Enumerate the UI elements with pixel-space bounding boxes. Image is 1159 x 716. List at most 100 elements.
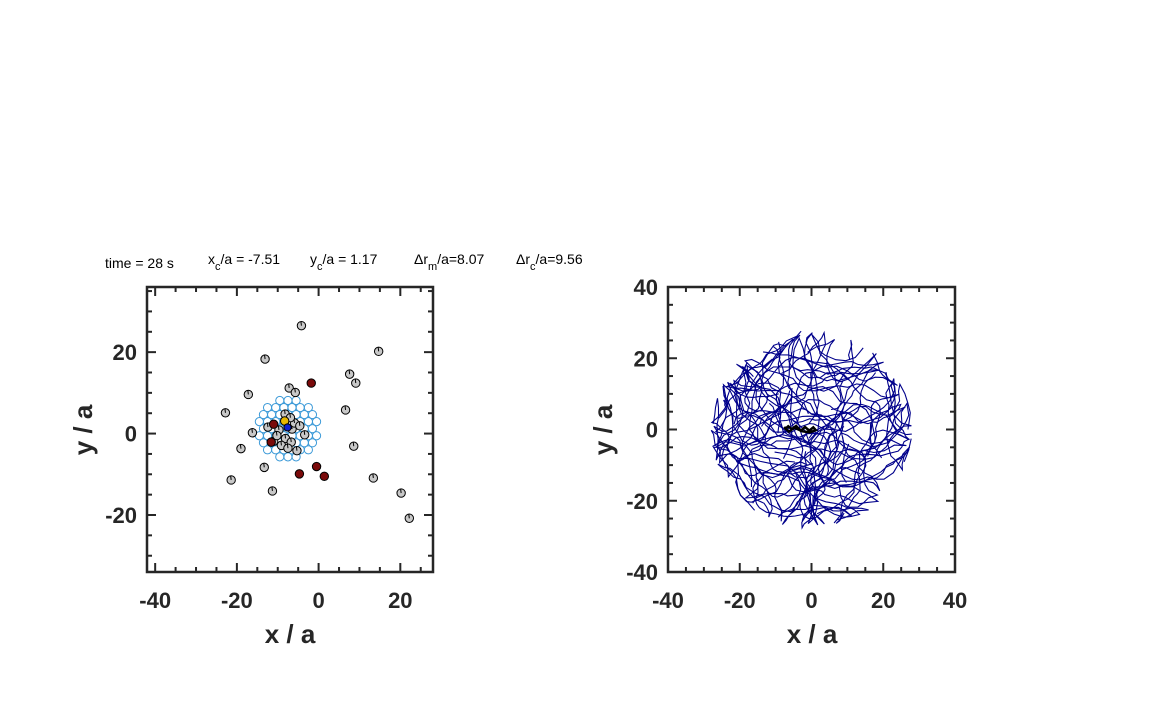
particle-trajectory (795, 361, 884, 476)
dark-particle (306, 378, 316, 388)
right-y-tick-label: 0 (646, 418, 658, 443)
left-y-tick-label: -20 (105, 503, 137, 528)
right-x-tick-label: 0 (805, 588, 817, 613)
right-y-tick-label: -20 (626, 489, 658, 514)
lattice-site (262, 402, 273, 413)
particle-orientation (290, 438, 292, 443)
particle-trajectory (781, 333, 864, 525)
lattice-site (311, 431, 322, 441)
dark-particle (268, 419, 279, 429)
delta-rm-prefix: Δr (414, 251, 428, 267)
left-axes-frame (145, 285, 435, 574)
left-x-tick-label: 0 (312, 588, 324, 613)
particle-orientation (288, 383, 290, 389)
particle-orientation (251, 428, 253, 433)
dark-particle (311, 461, 322, 472)
particle-trajectory (808, 378, 910, 524)
right-x-tick-label: 40 (943, 588, 967, 613)
particle-trajectory (733, 332, 820, 433)
particle-orientation (266, 422, 269, 428)
lattice-site (311, 417, 322, 427)
particle-trajectory (735, 399, 902, 511)
particle-orientation (354, 379, 357, 384)
particle-orientation (230, 475, 232, 481)
left-x-tick-label: 20 (388, 588, 412, 613)
particle-orientation (224, 408, 226, 413)
yc-subscript: c (317, 261, 323, 273)
particle-orientation (348, 370, 351, 375)
lattice-site (307, 438, 318, 448)
particle-snapshot-plot: -40 -20 0 20 -20 0 20 x / a y / a (68, 285, 435, 649)
particle-orientation (275, 431, 278, 436)
dark-particle (266, 437, 276, 447)
left-ticks: -40 -20 0 20 -20 0 20 (105, 287, 433, 613)
blue-particle (283, 423, 292, 432)
right-x-tick-label: -40 (652, 588, 684, 613)
info-header: time = 28 s xc/a = -7.51 yc/a = 1.17 Δrm… (105, 251, 583, 273)
delta-rc-value: /a=9.56 (536, 251, 583, 267)
right-x-axis-label: x / a (787, 619, 838, 649)
left-data-layer (220, 320, 415, 523)
dark-particle (319, 471, 330, 482)
right-x-tick-label: 20 (871, 588, 895, 613)
particle-orientation (294, 388, 296, 393)
left-y-axis-label: y / a (68, 404, 98, 455)
delta-rc-readout: Δrc/a=9.56 (516, 251, 583, 273)
right-x-tick-label: -20 (724, 588, 756, 613)
right-y-axis-label: y / a (588, 404, 618, 455)
left-x-axis-label: x / a (265, 619, 316, 649)
particle-trajectory (710, 357, 850, 513)
particle-trajectory (724, 339, 880, 392)
delta-rc-subscript: c (530, 261, 536, 273)
particle-trajectory (768, 382, 911, 481)
lattice-site (303, 402, 313, 413)
right-y-tick-label: 20 (634, 346, 658, 371)
particle-orientation (247, 390, 249, 395)
lattice-site (307, 409, 318, 420)
yc-value: /a = 1.17 (323, 251, 378, 267)
particle-trajectory (749, 366, 881, 461)
particle-orientation (303, 430, 306, 435)
lattice-site (291, 395, 301, 406)
lattice-site (303, 445, 313, 455)
delta-rc-prefix: Δr (516, 251, 530, 267)
left-y-tick-label: 0 (125, 422, 137, 447)
particle-orientation (239, 444, 242, 449)
particle-orientation (277, 425, 280, 430)
trajectory-plot: -40 -20 0 20 40 -40 -20 0 20 40 x / a y / a (588, 275, 967, 649)
right-y-tick-label: 40 (634, 275, 658, 300)
xc-subscript: c (215, 261, 221, 273)
center-of-mass-trajectory (783, 424, 818, 434)
particle-orientation (271, 486, 273, 492)
particle-trajectory (741, 365, 911, 466)
particle-orientation (263, 463, 265, 468)
particle-orientation (400, 488, 402, 494)
particle-orientation (286, 444, 289, 449)
delta-rm-readout: Δrm/a=8.07 (414, 251, 485, 273)
particle-orientation (344, 405, 347, 411)
particle-orientation (298, 421, 301, 426)
particle-trajectory (787, 405, 906, 493)
particle-orientation (280, 441, 282, 446)
left-y-tick-label: 20 (113, 340, 137, 365)
particle-trajectory (803, 415, 907, 526)
left-x-tick-label: -40 (139, 588, 171, 613)
lattice-site (275, 395, 285, 406)
particle-orientation (377, 347, 380, 352)
particle-orientation (264, 355, 266, 360)
particle-orientation (289, 413, 291, 418)
xc-prefix: x (208, 251, 215, 267)
delta-rm-subscript: m (428, 261, 437, 273)
yc-prefix: y (310, 251, 317, 267)
particle-orientation (295, 446, 298, 451)
particle-trajectory (792, 336, 877, 411)
dark-particle (294, 469, 305, 479)
particle-trajectory (733, 338, 794, 434)
lattice-site (283, 395, 293, 406)
particle-orientation (372, 473, 374, 479)
xc-readout: xc/a = -7.51 (208, 251, 280, 273)
particle-trajectory (710, 429, 912, 488)
right-ticks: -40 -20 0 20 40 -40 -20 0 20 40 (626, 275, 967, 613)
particle-orientation (408, 514, 410, 519)
